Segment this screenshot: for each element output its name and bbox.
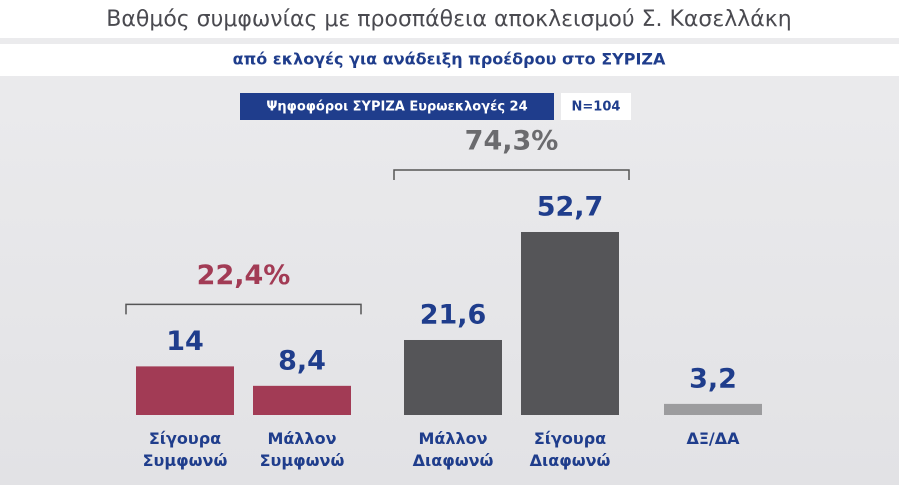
title-band: [0, 0, 899, 38]
bar: [253, 385, 351, 415]
value-label: 3,2: [689, 363, 737, 394]
value-label: 52,7: [537, 192, 604, 223]
subtitle: από εκλογές για ανάδειξη προέδρου στο ΣΥ…: [233, 50, 666, 69]
sample-size: N=104: [572, 100, 621, 115]
bar: [136, 366, 234, 415]
category-label: Σίγουρα Διαφωνώ: [529, 429, 611, 470]
group-label: 22,4%: [197, 260, 291, 291]
subtitle-band: [0, 44, 899, 76]
value-label: 8,4: [278, 345, 326, 376]
group-label: 74,3%: [465, 126, 559, 157]
bar: [404, 339, 502, 415]
badge-box: [240, 93, 554, 120]
sample-box: [561, 93, 631, 120]
category-label: Μάλλον Διαφωνώ: [412, 429, 494, 470]
bar: [521, 232, 619, 415]
bar: [664, 403, 762, 415]
category-label: Μάλλον Συμφωνώ: [259, 429, 345, 470]
value-label: 14: [166, 326, 204, 357]
badge: Ψηφοφόροι ΣΥΡΙΖΑ Ευρωεκλογές 24: [266, 100, 527, 115]
group-bracket: [125, 303, 362, 315]
category-label: Σίγουρα Συμφωνώ: [142, 429, 228, 470]
group-bracket: [393, 169, 630, 180]
chart-title: Βαθμός συμφωνίας με προσπάθεια αποκλεισμ…: [106, 7, 791, 32]
category-label: ΔΞ/ΔΑ: [686, 429, 740, 448]
value-label: 21,6: [420, 299, 487, 330]
